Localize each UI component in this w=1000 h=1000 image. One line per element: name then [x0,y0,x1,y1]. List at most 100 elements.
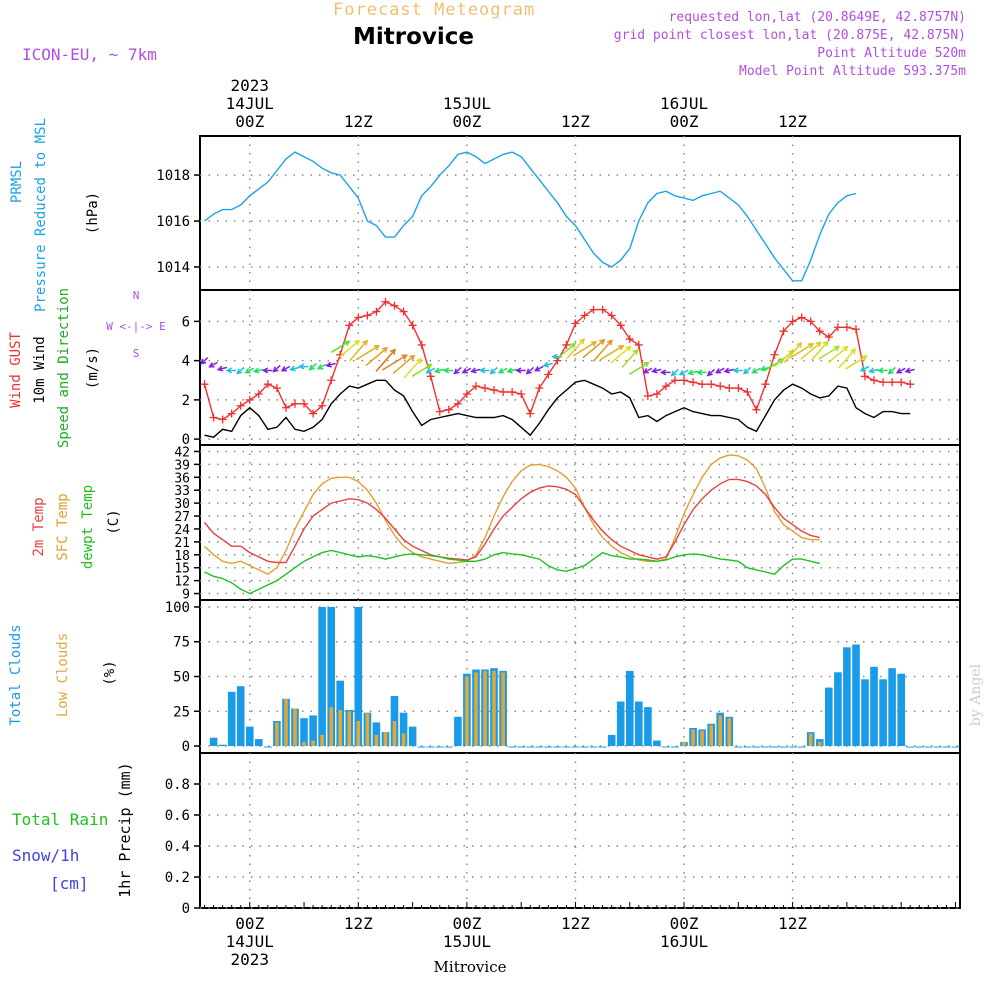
wind-direction-arrow [289,365,300,372]
low-cloud-bar [392,721,397,746]
wind-direction-arrow [670,368,679,377]
wind-direction-arrow [678,369,689,376]
gust-marker [218,415,227,424]
low-cloud-bar [818,741,822,747]
gust-marker [227,409,236,418]
gust-marker [833,323,842,332]
total-cloud-bar [635,701,643,746]
gust-marker [643,391,652,400]
total-cloud-bar [227,691,236,746]
total-cloud-bar [888,668,896,747]
total-cloud-bar [300,718,308,746]
requested-coords: requested lon,lat (20.8649E, 42.8757N) [668,10,966,25]
wind-direction-arrow [425,367,436,374]
wind-direction-arrow [904,367,915,374]
gust-marker [752,405,761,414]
total-cloud-bar [834,672,842,746]
gust-marker [390,301,399,310]
wind-direction-arrow [723,367,734,374]
gust-marker [345,321,354,330]
gust-marker [761,380,770,389]
temp-unit: (C) [106,509,122,534]
y-tick-label: 12 [174,575,190,590]
wind-direction-arrow [610,345,632,364]
gust-marker [381,297,390,306]
wind-direction-arrow [225,367,237,374]
low-cloud-bar [329,707,333,746]
wind-direction-arrow [859,365,870,372]
panel-frame-5 [199,752,961,909]
wind-direction-arrow [525,366,535,375]
wind-direction-arrow [650,367,662,374]
gust-marker [716,382,725,391]
top-time-label: 00Z [235,112,264,131]
low-cloud-bar [365,712,370,747]
top-time-label: 00Z [670,112,699,131]
gust-marker [598,305,607,314]
wind-direction-arrow [355,344,381,361]
low-cloud-bar [338,709,342,747]
wind-speed-line [204,379,911,438]
top-time-label: 2023 [230,76,269,95]
panel-frame-3 [199,444,961,601]
total-cloud-bar [255,739,263,747]
top-time-label: 12Z [561,112,590,131]
wind-direction-arrow [659,369,671,376]
gust-marker [526,409,535,418]
gust-marker [897,378,906,387]
gust-marker [824,333,833,342]
pressure-label-2: Pressure Reduced to MSL [33,118,49,312]
gust-marker [354,313,363,322]
gust-marker [508,388,517,397]
gust-marker [544,370,553,379]
top-time-label: 15JUL [443,94,491,113]
y-tick-label: 0 [182,901,190,917]
wind-direction-arrow [470,367,481,374]
gust-marker [254,389,263,398]
rain-label: Total Rain [12,810,108,829]
wind-direction-arrow [572,340,598,357]
temp2m-line [203,478,820,564]
gust-marker [426,372,435,381]
gust-marker [797,313,806,322]
gust-marker [535,384,544,393]
bottom-time-label: 12Z [344,914,373,933]
low-cloud-bar [347,711,352,747]
bottom-time-label: 00Z [452,914,481,933]
gust-label: Wind GUST [8,332,24,408]
y-tick-label: 0.6 [165,808,190,824]
bottom-title: Mitrovice [434,958,507,976]
wind-direction-arrow [411,363,433,377]
gust-marker [471,382,480,391]
y-tick-label: 1016 [156,214,190,230]
y-tick-label: 42 [174,445,190,460]
wind-direction-arrow [375,348,397,372]
y-tick-label: 4 [182,354,190,370]
gust-marker [372,307,381,316]
gust-marker [652,389,661,398]
total-cloud-bar [852,644,860,746]
y-tick-label: 9 [182,588,190,603]
low-cloud-bar [501,672,505,746]
compass-we: W <-|-> E [106,320,166,333]
gust-marker [589,305,598,314]
y-tick-label: 0 [182,739,190,755]
gust-marker [417,340,426,349]
wind-direction-arrow [800,341,822,360]
bottom-time-label: 12Z [778,914,807,933]
gust-marker [625,335,634,344]
wind-direction-arrow [557,342,577,359]
low-clouds-label: Low Clouds [55,633,71,717]
low-cloud-bar [718,715,722,746]
wind-direction-arrow [751,367,761,374]
wind-direction-arrow [442,367,454,374]
gust-marker [806,317,815,326]
point-altitude: Point Altitude 520m [817,46,966,61]
total-cloud-bar [861,679,869,747]
wind-direction-arrow [621,348,639,368]
wind-direction-arrow [773,349,795,368]
low-cloud-bar [700,730,704,746]
gust-marker [462,389,471,398]
temp2m-label: 2m Temp [31,497,47,556]
gust-marker [870,376,879,385]
